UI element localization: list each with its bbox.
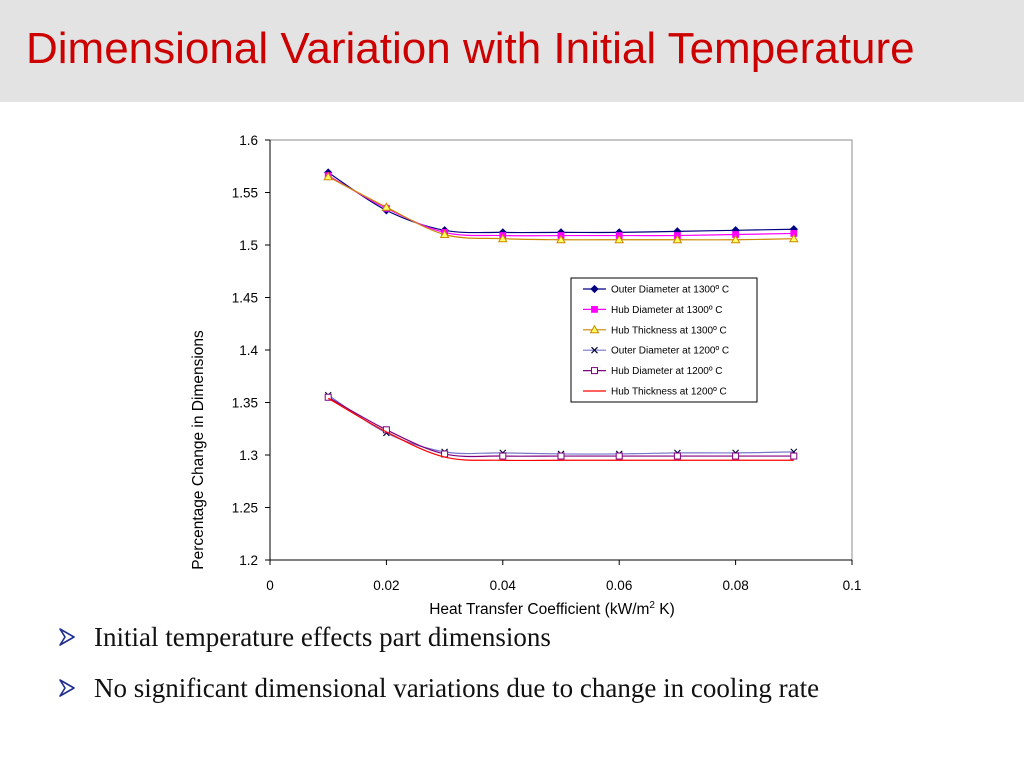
data-point xyxy=(732,452,740,460)
legend-label: Hub Diameter at 1200º C xyxy=(611,366,722,377)
y-tick-label: 1.35 xyxy=(232,396,258,411)
legend-item: Hub Thickness at 1300º C xyxy=(583,324,727,336)
bullet-text: Initial temperature effects part dimensi… xyxy=(94,622,551,652)
x-tick-label: 0.06 xyxy=(606,578,632,593)
data-point xyxy=(614,234,625,244)
series-line xyxy=(327,397,794,462)
bullet-list: Initial temperature effects part dimensi… xyxy=(58,618,978,720)
data-point xyxy=(615,452,623,460)
x-axis-label: Heat Transfer Coefficient (kW/m2 K) xyxy=(429,600,675,618)
series xyxy=(324,393,798,460)
x-tick-label: 0.04 xyxy=(490,578,517,593)
legend-item: Outer Diameter at 1200º C xyxy=(583,346,729,357)
data-point xyxy=(439,229,450,238)
y-tick-label: 1.2 xyxy=(239,553,258,568)
x-axis-label-tail: K) xyxy=(655,601,675,618)
arrow-bullet-icon xyxy=(59,679,75,697)
x-ticks: 0 0.02 0.04 0.06 0.08 0.1 xyxy=(266,560,861,593)
y-tick-label: 1.3 xyxy=(239,448,258,463)
y-tick-label: 1.45 xyxy=(232,291,258,306)
y-tick-label: 1.5 xyxy=(239,238,258,253)
data-point xyxy=(557,452,565,460)
legend-label: Hub Thickness at 1200º C xyxy=(611,387,727,398)
data-point xyxy=(499,452,507,460)
legend-label: Hub Thickness at 1300º C xyxy=(611,325,727,336)
legend-item: Hub Thickness at 1200º C xyxy=(583,387,727,398)
legend: Outer Diameter at 1300º C Hub Diameter at… xyxy=(570,277,758,403)
slide-title: Dimensional Variation with Initial Tempe… xyxy=(26,24,915,73)
legend-marker xyxy=(591,367,598,375)
data-point xyxy=(730,234,741,244)
bullet-text: No significant dimensional variations du… xyxy=(94,673,820,703)
title-bar: Dimensional Variation with Initial Tempe… xyxy=(0,0,1024,102)
legend-label: Outer Diameter at 1200º C xyxy=(611,346,729,357)
legend-item: Hub Diameter at 1300º C xyxy=(583,305,722,316)
y-tick-label: 1.25 xyxy=(232,501,258,516)
arrow-bullet-icon xyxy=(59,628,75,646)
x-tick-label: 0 xyxy=(266,578,274,593)
chart: 1.2 1.25 1.3 1.35 1.4 1.45 1.5 1.55 1.6 0 0.02 0.0… xyxy=(190,133,861,618)
data-point xyxy=(497,233,508,243)
x-tick-label: 0.02 xyxy=(373,578,399,593)
data-point xyxy=(323,171,334,181)
bullet-item: Initial temperature effects part dimensi… xyxy=(58,618,978,656)
data-point xyxy=(672,234,683,244)
data-point xyxy=(381,202,392,211)
series xyxy=(323,171,799,244)
legend-item: Outer Diameter at 1300º C xyxy=(583,285,729,296)
data-point xyxy=(673,452,681,460)
bullet-item: No significant dimensional variations du… xyxy=(58,669,978,707)
y-axis-label: Percentage Change in Dimensions xyxy=(190,330,207,570)
x-tick-label: 0.1 xyxy=(843,578,862,593)
data-point xyxy=(556,234,566,244)
legend-marker xyxy=(589,324,600,334)
legend-item: Hub Diameter at 1200º C xyxy=(583,366,722,377)
legend-marker xyxy=(590,284,599,294)
y-tick-label: 1.55 xyxy=(232,186,258,201)
data-point xyxy=(324,393,332,401)
y-ticks: 1.2 1.25 1.3 1.35 1.4 1.45 1.5 1.55 1.6 xyxy=(232,133,270,568)
y-tick-label: 1.4 xyxy=(239,343,258,358)
legend-marker xyxy=(591,305,598,313)
y-tick-label: 1.6 xyxy=(239,133,258,148)
legend-marker xyxy=(591,346,598,354)
series-layer xyxy=(323,168,799,462)
legend-label: Outer Diameter at 1300º C xyxy=(611,285,729,296)
data-point xyxy=(788,233,799,243)
data-point xyxy=(790,452,798,460)
x-tick-label: 0.08 xyxy=(722,578,748,593)
legend-box xyxy=(570,277,758,403)
legend-label: Hub Diameter at 1300º C xyxy=(611,305,722,316)
series xyxy=(327,397,794,462)
x-axis-label-main: Heat Transfer Coefficient (kW/m xyxy=(429,601,649,618)
plot-area xyxy=(269,139,853,561)
x-axis-label-sup: 2 xyxy=(649,600,655,611)
